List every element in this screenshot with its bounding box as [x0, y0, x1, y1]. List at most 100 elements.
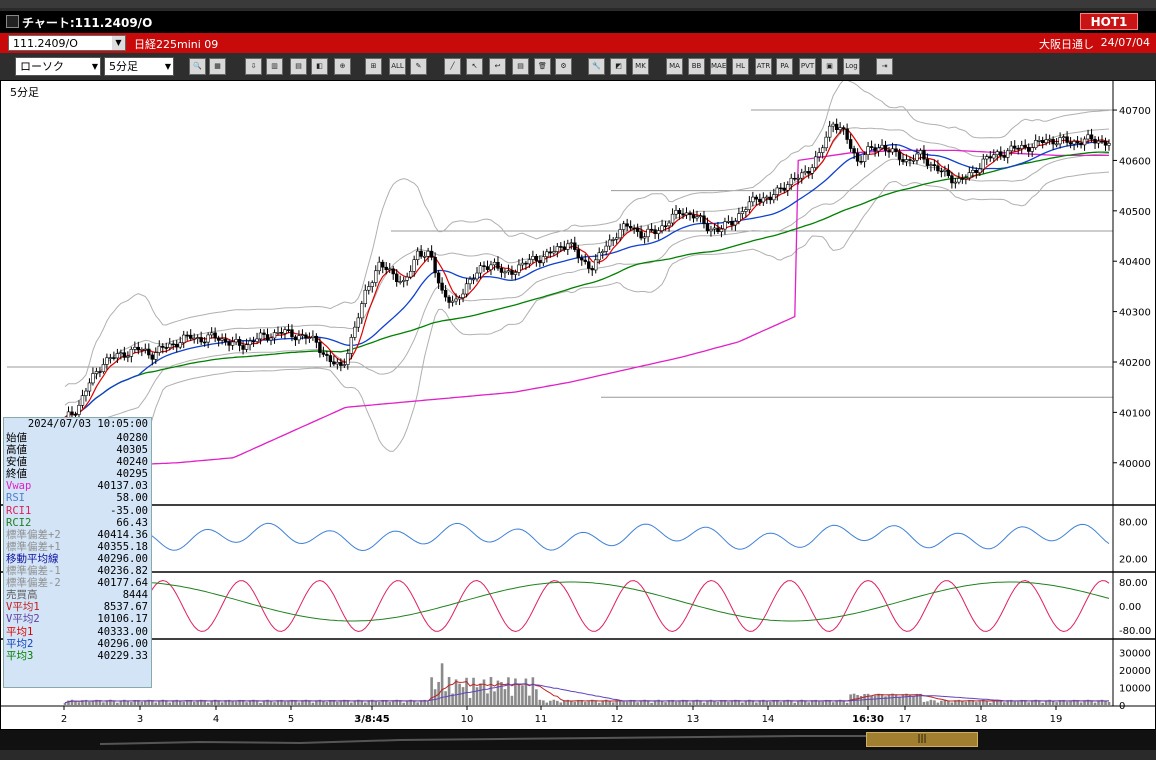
- candle-icon[interactable]: ⊕: [334, 58, 351, 75]
- candle-body: [730, 220, 734, 226]
- volume-bar: [545, 702, 549, 705]
- candle-body: [506, 270, 511, 273]
- volume-bar: [1044, 700, 1048, 705]
- candle-body: [1047, 139, 1052, 141]
- y-tick-label: 40300: [1119, 308, 1151, 319]
- candle-body: [866, 146, 870, 155]
- volume-bar: [1002, 702, 1006, 705]
- volume-bar: [692, 700, 695, 705]
- interval-select[interactable]: 5分足 ▼: [104, 57, 174, 76]
- log-icon[interactable]: Log: [843, 58, 860, 75]
- volume-bar: [625, 701, 629, 705]
- line-icon[interactable]: ╱: [444, 58, 461, 75]
- candle-body: [656, 230, 661, 235]
- bb-icon[interactable]: BB: [688, 58, 705, 75]
- candle-body: [178, 342, 182, 348]
- panel-row: 標準偏差+1 40355.18: [4, 541, 151, 553]
- volume-bar: [576, 699, 580, 705]
- volume-bar: [318, 699, 322, 705]
- candle-body: [1013, 145, 1017, 149]
- candle-body: [740, 211, 745, 214]
- candle-body: [709, 228, 713, 232]
- atr-icon[interactable]: ATR: [755, 58, 772, 75]
- volume-bar: [1065, 701, 1069, 705]
- doc-icon[interactable]: ▤: [512, 58, 529, 75]
- chart-scrollbar[interactable]: |||: [0, 730, 1156, 750]
- candle-body: [241, 345, 245, 350]
- candle-body: [716, 227, 720, 232]
- exit-icon[interactable]: ⇥: [876, 58, 893, 75]
- current-date: 24/07/04: [1100, 36, 1150, 49]
- volume-bar: [730, 701, 734, 705]
- volume-bar: [1030, 701, 1034, 705]
- volume-bar: [1079, 702, 1083, 705]
- wrench-icon[interactable]: 🔧: [588, 58, 605, 75]
- scrollbar-thumb[interactable]: |||: [866, 732, 978, 747]
- panel-row: 標準偏差+2 40414.36: [4, 529, 151, 541]
- tool4-icon[interactable]: ◧: [311, 58, 328, 75]
- volume-bar: [1097, 700, 1100, 705]
- volume-bar: [734, 699, 737, 705]
- cursor-icon[interactable]: ↖: [466, 58, 483, 75]
- panel-row: 平均3 40229.33: [4, 650, 151, 662]
- candle-body: [1030, 147, 1034, 152]
- all-icon[interactable]: ALL: [389, 58, 406, 75]
- volume-bar: [828, 700, 831, 705]
- pen-icon[interactable]: ✎: [410, 58, 427, 75]
- volume-bar: [154, 702, 158, 705]
- candle2-icon[interactable]: ⊞: [365, 58, 382, 75]
- panel-row-value: 40177.64: [97, 577, 148, 590]
- panel-row: RSI 58.00: [4, 492, 151, 504]
- panel-datetime: 2024/07/03 10:05:00: [27, 418, 148, 430]
- panel-row-label: 移動平均線: [6, 552, 59, 565]
- trash-icon[interactable]: 🗑: [534, 58, 551, 75]
- volume-bar: [639, 701, 643, 705]
- volume-bar: [112, 700, 116, 705]
- candle-body: [576, 249, 580, 259]
- grid-icon[interactable]: ▦: [209, 58, 226, 75]
- volume-bar: [1016, 701, 1020, 705]
- tool3-icon[interactable]: ▤: [290, 58, 307, 75]
- tool1-icon[interactable]: ⇩: [245, 58, 262, 75]
- y-tick-label: 40400: [1119, 257, 1151, 268]
- rci-tick-label: 80.00: [1119, 578, 1148, 589]
- ma3-line: [64, 151, 1110, 418]
- candle-body: [831, 123, 835, 127]
- undo-icon[interactable]: ↩: [489, 58, 506, 75]
- panel-row-value: 10106.17: [97, 613, 148, 626]
- candle-body: [782, 187, 786, 191]
- candle-body: [820, 147, 825, 153]
- chart-type-select[interactable]: ローソク ▼: [15, 57, 101, 76]
- hl-icon[interactable]: HL: [732, 58, 749, 75]
- volume-bar: [130, 702, 133, 705]
- volume-bar: [77, 702, 81, 705]
- ma-icon[interactable]: MA: [666, 58, 683, 75]
- mae-icon[interactable]: MAE: [710, 58, 727, 75]
- volume-bar: [587, 701, 591, 705]
- volume-bar: [517, 685, 521, 705]
- box-icon[interactable]: ▣: [821, 58, 838, 75]
- panel-row-label: 高値: [6, 444, 27, 457]
- hot-button[interactable]: HOT1: [1080, 13, 1138, 30]
- pa-icon[interactable]: PA: [776, 58, 793, 75]
- panel-row-value: 40236.82: [97, 565, 148, 578]
- chart-area[interactable]: 40700 40600 40500 40400 40300 40200 40100 40000…: [0, 79, 1156, 730]
- symbol-code-input[interactable]: 111.2409/O: [8, 35, 126, 51]
- candle-body: [807, 171, 811, 174]
- candle-body: [436, 272, 441, 284]
- mk-icon[interactable]: MK: [632, 58, 649, 75]
- pvt-icon[interactable]: PVT: [799, 58, 816, 75]
- settings-icon[interactable]: ⚙: [555, 58, 572, 75]
- zoom-icon[interactable]: 🔍: [189, 58, 206, 75]
- color-icon[interactable]: ◩: [610, 58, 627, 75]
- symbol-dropdown-icon[interactable]: ▼: [112, 36, 125, 50]
- candle-body: [541, 256, 546, 264]
- volume-bar: [98, 700, 102, 705]
- volume-bar: [1013, 701, 1017, 705]
- candle-body: [286, 329, 291, 331]
- volume-bar: [210, 700, 213, 705]
- volume-bar: [877, 693, 880, 705]
- candle-body: [391, 268, 395, 275]
- tool2-icon[interactable]: ▥: [266, 58, 283, 75]
